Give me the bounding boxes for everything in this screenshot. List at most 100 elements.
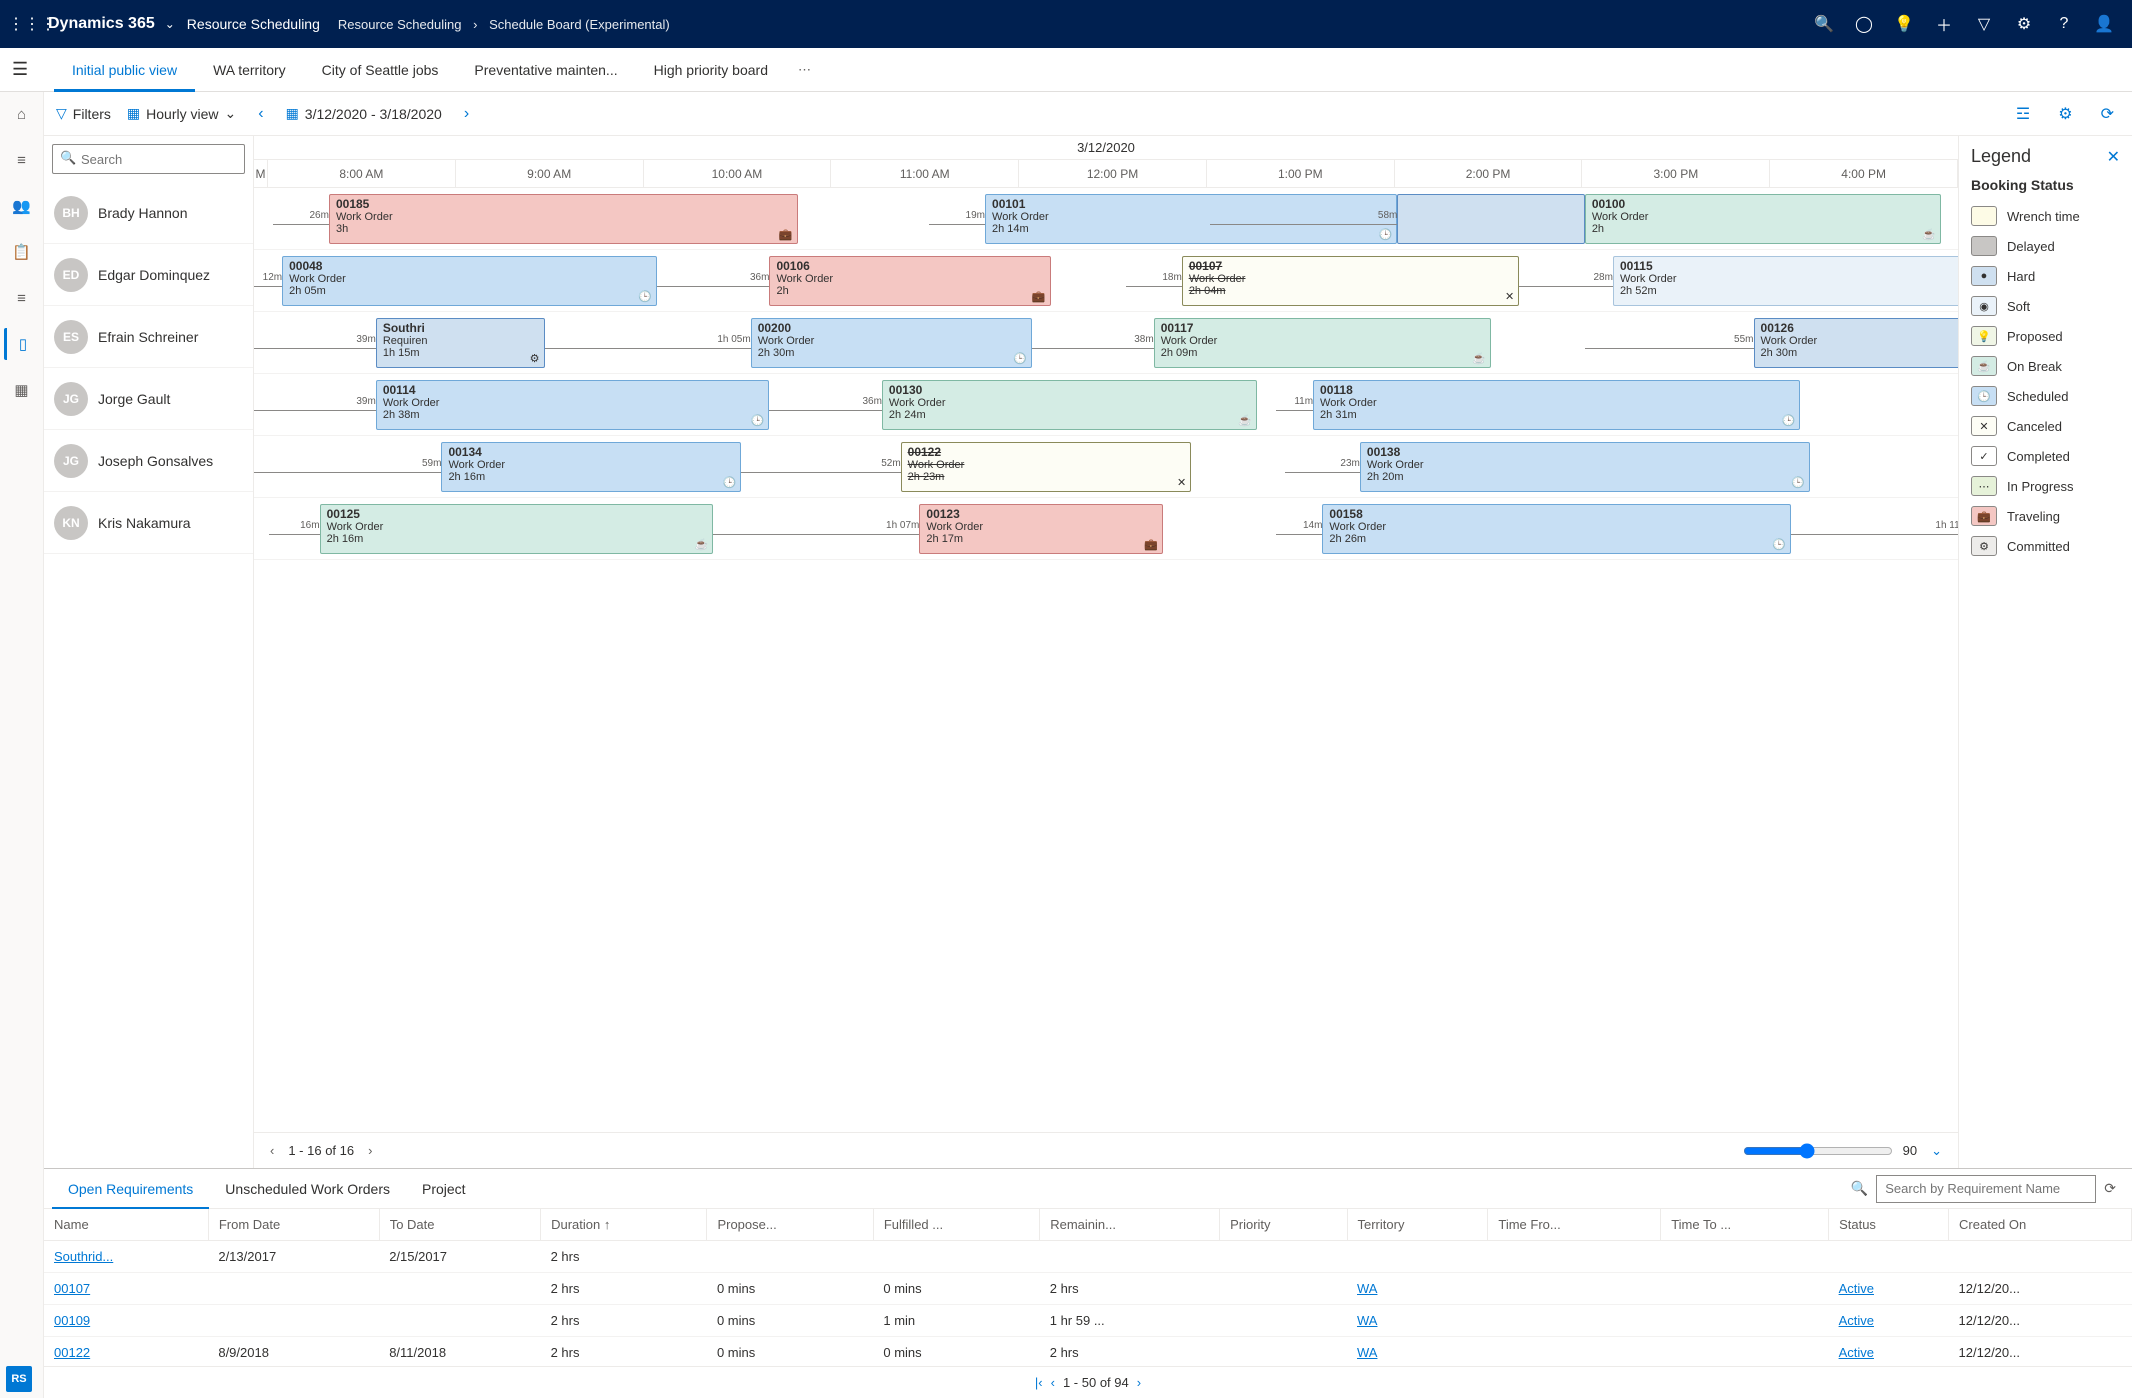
- column-header[interactable]: Propose...: [707, 1209, 873, 1241]
- status-link[interactable]: Active: [1839, 1345, 1874, 1360]
- first-page-icon[interactable]: |‹: [1035, 1375, 1043, 1390]
- resource-row[interactable]: JGJoseph Gonsalves: [44, 430, 253, 492]
- territory-link[interactable]: WA: [1357, 1345, 1377, 1360]
- column-header[interactable]: Duration ↑: [541, 1209, 707, 1241]
- column-header[interactable]: Time To ...: [1661, 1209, 1829, 1241]
- resource-row[interactable]: ESEfrain Schreiner: [44, 306, 253, 368]
- req-name-link[interactable]: 00107: [54, 1281, 90, 1296]
- next-page-icon[interactable]: ›: [364, 1143, 376, 1158]
- lightbulb-icon[interactable]: 💡: [1884, 14, 1924, 34]
- booking-block[interactable]: 00126Work Order2h 30m: [1754, 318, 1958, 368]
- refresh-icon[interactable]: ⟳: [2096, 1180, 2124, 1197]
- table-row[interactable]: 001228/9/20188/11/20182 hrs0 mins0 mins2…: [44, 1337, 2132, 1367]
- view-tab[interactable]: High priority board: [636, 48, 786, 92]
- view-tab[interactable]: City of Seattle jobs: [304, 48, 457, 92]
- app-launcher-icon[interactable]: ⋮⋮⋮: [8, 14, 48, 34]
- filter-icon[interactable]: ▽: [1964, 14, 2004, 34]
- booking-block[interactable]: 00107Work Order2h 04m✕: [1182, 256, 1519, 306]
- booking-block[interactable]: [1397, 194, 1584, 244]
- view-mode-button[interactable]: ▦Hourly view ⌄: [127, 105, 236, 122]
- column-header[interactable]: Status: [1829, 1209, 1949, 1241]
- prev-arrow[interactable]: ‹: [252, 105, 269, 123]
- list-view-icon[interactable]: ☲: [2010, 104, 2036, 124]
- calendar-icon[interactable]: ▦: [6, 374, 38, 406]
- booking-block[interactable]: 00185Work Order3h💼: [329, 194, 798, 244]
- column-header[interactable]: From Date: [208, 1209, 379, 1241]
- column-header[interactable]: Name: [44, 1209, 208, 1241]
- column-header[interactable]: Created On: [1949, 1209, 2132, 1241]
- status-link[interactable]: Active: [1839, 1281, 1874, 1296]
- column-header[interactable]: Priority: [1220, 1209, 1347, 1241]
- booking-block[interactable]: 00158Work Order2h 26m🕒: [1322, 504, 1791, 554]
- settings-icon[interactable]: ⚙: [2004, 14, 2044, 34]
- resource-row[interactable]: JGJorge Gault: [44, 368, 253, 430]
- req-name-link[interactable]: 00122: [54, 1345, 90, 1360]
- next-page-icon[interactable]: ›: [1137, 1375, 1141, 1390]
- breadcrumb-item[interactable]: Resource Scheduling: [338, 17, 462, 32]
- booking-block[interactable]: 00122Work Order2h 23m✕: [901, 442, 1192, 492]
- chevron-down-icon[interactable]: ⌄: [1927, 1143, 1946, 1159]
- breadcrumb-item[interactable]: Schedule Board (Experimental): [489, 17, 670, 32]
- task-icon[interactable]: ◯: [1844, 14, 1884, 34]
- date-range[interactable]: ▦3/12/2020 - 3/18/2020: [286, 105, 442, 122]
- people-icon[interactable]: 👥: [6, 190, 38, 222]
- people-list-icon[interactable]: ≡: [6, 144, 38, 176]
- booking-block[interactable]: 00118Work Order2h 31m🕒: [1313, 380, 1800, 430]
- booking-block[interactable]: 00138Work Order2h 20m🕒: [1360, 442, 1810, 492]
- territory-link[interactable]: WA: [1357, 1281, 1377, 1296]
- resource-search-input[interactable]: [52, 144, 245, 174]
- rs-badge[interactable]: RS: [6, 1366, 32, 1392]
- resource-row[interactable]: BHBrady Hannon: [44, 182, 253, 244]
- requirements-tab[interactable]: Open Requirements: [52, 1169, 209, 1209]
- hamburger-icon[interactable]: ☰: [12, 59, 28, 80]
- booking-block[interactable]: 00101Work Order2h 14m🕒: [985, 194, 1397, 244]
- requirements-tab[interactable]: Project: [406, 1169, 482, 1209]
- booking-block[interactable]: 00048Work Order2h 05m🕒: [282, 256, 657, 306]
- view-tab[interactable]: Preventative mainten...: [456, 48, 635, 92]
- booking-block[interactable]: 00115Work Order2h 52m: [1613, 256, 1958, 306]
- booking-block[interactable]: 00100Work Order2h☕: [1585, 194, 1941, 244]
- filters-button[interactable]: ▽Filters: [56, 105, 111, 122]
- booking-block[interactable]: 00114Work Order2h 38m🕒: [376, 380, 770, 430]
- booking-block[interactable]: 00134Work Order2h 16m🕒: [441, 442, 741, 492]
- help-icon[interactable]: ?: [2044, 15, 2084, 33]
- search-icon[interactable]: 🔍: [1843, 1180, 1876, 1197]
- column-header[interactable]: Remainin...: [1040, 1209, 1220, 1241]
- prev-page-icon[interactable]: ‹: [1051, 1375, 1055, 1390]
- column-header[interactable]: Fulfilled ...: [873, 1209, 1039, 1241]
- column-header[interactable]: To Date: [379, 1209, 540, 1241]
- booking-block[interactable]: 00117Work Order2h 09m☕: [1154, 318, 1491, 368]
- brand-label[interactable]: Dynamics 365: [48, 15, 155, 33]
- view-tab[interactable]: WA territory: [195, 48, 304, 92]
- territory-link[interactable]: WA: [1357, 1313, 1377, 1328]
- add-icon[interactable]: ＋: [1924, 12, 1964, 36]
- booking-block[interactable]: 00130Work Order2h 24m☕: [882, 380, 1257, 430]
- requirements-tab[interactable]: Unscheduled Work Orders: [209, 1169, 406, 1209]
- req-name-link[interactable]: Southrid...: [54, 1249, 113, 1264]
- booking-block[interactable]: 00125Work Order2h 16m☕: [320, 504, 714, 554]
- table-row[interactable]: 001092 hrs0 mins1 min1 hr 59 ...WAActive…: [44, 1305, 2132, 1337]
- booking-block[interactable]: 00123Work Order2h 17m💼: [919, 504, 1163, 554]
- board-settings-icon[interactable]: ⚙: [2052, 104, 2078, 124]
- prev-page-icon[interactable]: ‹: [266, 1143, 278, 1158]
- more-tabs-icon[interactable]: ⋯: [786, 62, 823, 78]
- refresh-icon[interactable]: ⟳: [2095, 104, 2120, 124]
- table-row[interactable]: 001072 hrs0 mins0 mins2 hrsWAActive12/12…: [44, 1273, 2132, 1305]
- home-icon[interactable]: ⌂: [6, 98, 38, 130]
- column-header[interactable]: Time Fro...: [1488, 1209, 1661, 1241]
- status-link[interactable]: Active: [1839, 1313, 1874, 1328]
- account-icon[interactable]: 👤: [2084, 14, 2124, 34]
- list-icon[interactable]: ≡: [6, 282, 38, 314]
- next-arrow[interactable]: ›: [458, 105, 475, 123]
- column-header[interactable]: Territory: [1347, 1209, 1488, 1241]
- booking-block[interactable]: 00200Work Order2h 30m🕒: [751, 318, 1032, 368]
- chevron-down-icon[interactable]: ⌄: [165, 17, 175, 31]
- resource-row[interactable]: KNKris Nakamura: [44, 492, 253, 554]
- view-tab[interactable]: Initial public view: [54, 48, 195, 92]
- zoom-slider[interactable]: [1743, 1143, 1893, 1159]
- clipboard-icon[interactable]: 📋: [6, 236, 38, 268]
- schedule-board-icon[interactable]: ▯: [4, 328, 36, 360]
- table-row[interactable]: Southrid...2/13/20172/15/20172 hrs: [44, 1241, 2132, 1273]
- close-icon[interactable]: ✕: [2107, 147, 2120, 167]
- booking-block[interactable]: SouthriRequiren1h 15m⚙: [376, 318, 545, 368]
